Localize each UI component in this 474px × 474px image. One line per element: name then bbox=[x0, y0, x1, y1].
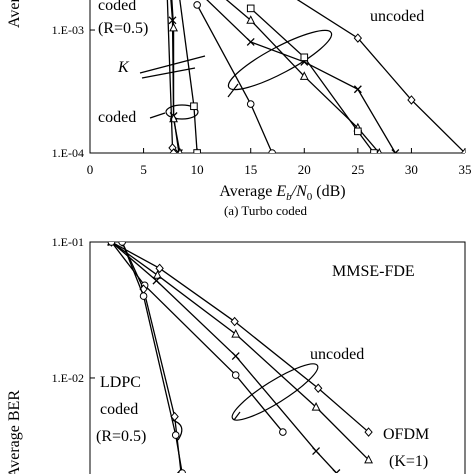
series-line bbox=[121, 242, 183, 473]
marker bbox=[354, 127, 362, 136]
pointer bbox=[227, 83, 239, 98]
series-line bbox=[171, 0, 181, 153]
axes bbox=[89, 241, 466, 474]
marker bbox=[460, 148, 465, 153]
marker bbox=[155, 263, 164, 274]
x-axis-label-part: E bbox=[275, 183, 286, 200]
annotation: LDPC bbox=[100, 374, 141, 391]
marker bbox=[370, 149, 378, 153]
marker bbox=[312, 447, 321, 456]
marker bbox=[246, 15, 256, 24]
x-tick-label: 5 bbox=[140, 162, 147, 177]
series-line bbox=[296, 0, 465, 153]
x-axis-label-part: 0 bbox=[307, 191, 313, 203]
marker bbox=[170, 411, 179, 422]
ellipse bbox=[227, 29, 333, 91]
marker bbox=[139, 292, 148, 300]
marker bbox=[364, 427, 373, 437]
annotation: (R=0.5) bbox=[96, 428, 146, 445]
x-tick-label: 35 bbox=[459, 162, 472, 177]
annotation: coded bbox=[100, 401, 138, 418]
marker bbox=[231, 371, 240, 379]
marker bbox=[407, 95, 416, 105]
x-axis-label-part: /N bbox=[291, 183, 308, 200]
x-tick-label: 25 bbox=[351, 162, 364, 177]
marker bbox=[169, 148, 178, 153]
marker bbox=[107, 242, 116, 246]
marker bbox=[391, 149, 400, 153]
marker bbox=[332, 469, 341, 473]
marker bbox=[268, 149, 276, 153]
marker bbox=[353, 33, 363, 43]
plot-area bbox=[166, 0, 465, 153]
x-tick-label: 30 bbox=[405, 162, 418, 177]
marker bbox=[314, 383, 323, 394]
y-tick-label: 1.E-04 bbox=[52, 146, 84, 160]
series-line bbox=[250, 7, 375, 153]
marker bbox=[118, 242, 126, 246]
ellipse bbox=[165, 104, 199, 120]
marker bbox=[152, 276, 161, 285]
annotation: K bbox=[117, 59, 130, 76]
annotation: coded bbox=[98, 109, 136, 126]
marker bbox=[171, 431, 180, 439]
x-axis-label-part: (dB) bbox=[312, 183, 345, 200]
ellipse bbox=[231, 363, 319, 421]
marker bbox=[177, 147, 183, 153]
y-tick-label: 1.E-02 bbox=[52, 371, 84, 385]
x-axis-label-part: Average bbox=[219, 183, 276, 200]
plot-area bbox=[107, 242, 373, 473]
series-line bbox=[110, 242, 284, 433]
marker bbox=[193, 1, 201, 9]
marker bbox=[279, 428, 287, 436]
y-axis-label: Average BER bbox=[6, 0, 23, 28]
pointer bbox=[149, 112, 166, 119]
marker bbox=[190, 102, 198, 111]
x-tick-label: 15 bbox=[244, 162, 257, 177]
marker bbox=[178, 469, 186, 473]
annotation: uncoded bbox=[310, 346, 364, 363]
marker bbox=[353, 85, 362, 94]
x-tick-label: 0 bbox=[87, 162, 94, 177]
annotation: (R=0.5) bbox=[98, 20, 148, 37]
y-tick-label: 1.E-01 bbox=[52, 235, 84, 249]
series-line bbox=[206, 0, 396, 153]
chart: 1.E-02 1.E-01 Average BER MMSE-FDE uncoded LD… bbox=[6, 235, 466, 474]
marker bbox=[193, 149, 201, 153]
pointer bbox=[233, 411, 241, 421]
annotation: (K=1) bbox=[389, 453, 428, 470]
marker bbox=[230, 316, 239, 327]
marker bbox=[231, 329, 241, 338]
marker bbox=[311, 402, 321, 411]
annotation: MMSE-FDE bbox=[332, 263, 415, 280]
marker bbox=[246, 4, 255, 13]
marker bbox=[153, 270, 162, 279]
marker bbox=[300, 53, 309, 62]
chart: 1.E-04 1.E-03 0 5 10 15 20 25 30 35 Average BER Ave… bbox=[6, 0, 472, 218]
marker bbox=[364, 454, 373, 464]
y-axis-label: Average BER bbox=[6, 390, 23, 474]
annotation: coded bbox=[98, 0, 136, 14]
marker bbox=[231, 352, 240, 360]
marker bbox=[299, 71, 309, 80]
x-axis-label: Average Eb/N0 (dB) bbox=[219, 183, 345, 203]
marker bbox=[169, 22, 178, 32]
series-line bbox=[179, 0, 198, 153]
annotation: uncoded bbox=[370, 8, 424, 25]
caption: (a) Turbo coded bbox=[224, 203, 308, 218]
x-tick-label: 10 bbox=[191, 162, 204, 177]
annotation: OFDM bbox=[383, 426, 429, 443]
x-tick-label: 20 bbox=[298, 162, 311, 177]
marker bbox=[246, 37, 255, 46]
pointer bbox=[141, 67, 196, 79]
marker bbox=[246, 100, 255, 108]
x-axis-label-part: b bbox=[286, 191, 292, 203]
y-tick-label: 1.E-03 bbox=[52, 23, 84, 37]
